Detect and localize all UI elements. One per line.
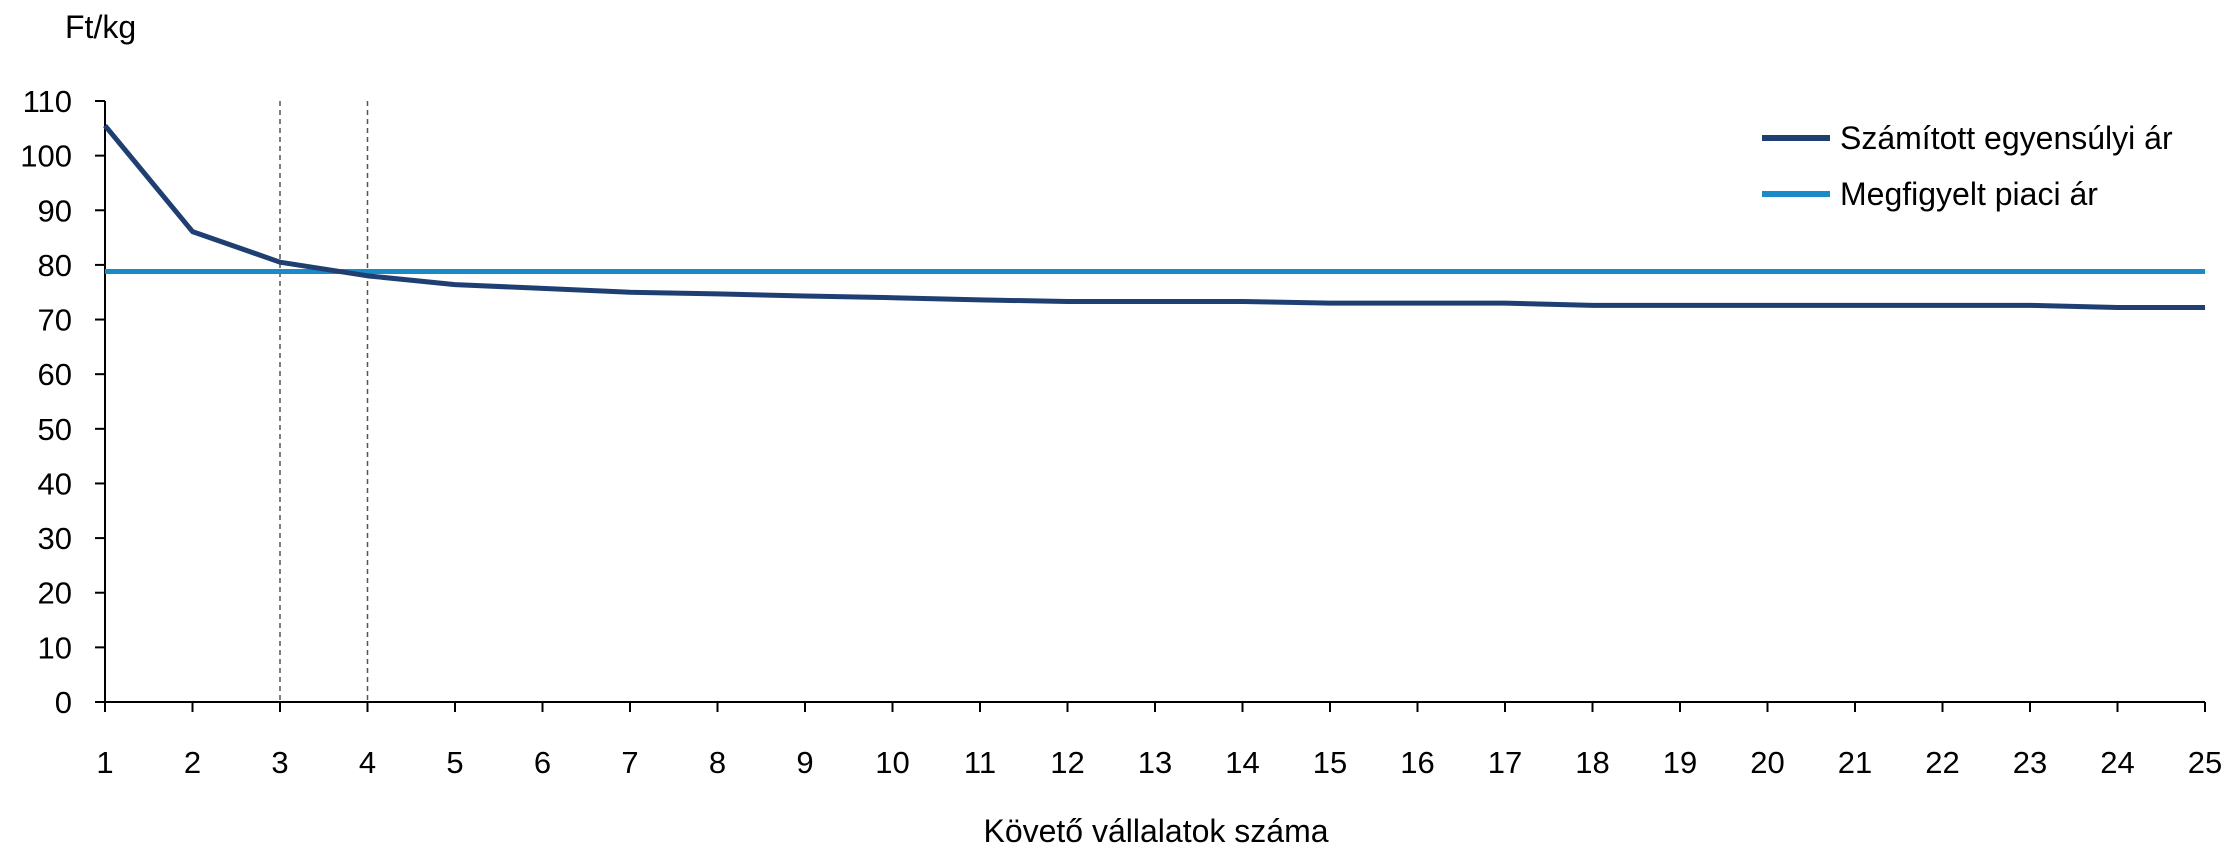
x-tick-label: 21 xyxy=(1838,745,1872,780)
x-tick-label: 23 xyxy=(2013,745,2047,780)
x-tick-label: 1 xyxy=(96,745,113,780)
x-tick-label: 14 xyxy=(1225,745,1259,780)
y-tick-label: 100 xyxy=(20,139,72,174)
x-tick-label: 19 xyxy=(1663,745,1697,780)
series-line xyxy=(103,123,2205,311)
x-tick-label: 15 xyxy=(1313,745,1347,780)
x-tick-label: 9 xyxy=(796,745,813,780)
y-axis-title: Ft/kg xyxy=(65,9,136,45)
x-tick-label: 8 xyxy=(709,745,726,780)
x-tick-label: 20 xyxy=(1750,745,1784,780)
y-axis-ticks: 0 10 20 30 40 50 60 70 80 90 100 110 xyxy=(20,84,105,720)
x-tick-label: 10 xyxy=(875,745,909,780)
y-tick-label: 80 xyxy=(38,248,72,283)
y-tick-label: 60 xyxy=(38,357,72,392)
x-tick-label: 7 xyxy=(621,745,638,780)
y-tick-label: 40 xyxy=(38,466,72,501)
x-tick-label: 12 xyxy=(1050,745,1084,780)
y-tick-label: 30 xyxy=(38,521,72,556)
x-tick-label: 4 xyxy=(359,745,376,780)
x-axis-title: Követő vállalatok száma xyxy=(983,813,1328,848)
y-tick-label: 20 xyxy=(38,576,72,611)
y-tick-label: 10 xyxy=(38,630,72,665)
x-tick-label: 3 xyxy=(271,745,288,780)
x-tick-label: 18 xyxy=(1575,745,1609,780)
x-tick-label: 22 xyxy=(1925,745,1959,780)
x-tick-label: 13 xyxy=(1138,745,1172,780)
x-tick-label: 11 xyxy=(964,745,996,780)
legend: Számított egyensúlyi ár Megfigyelt piaci … xyxy=(1762,120,2173,212)
x-tick-label: 25 xyxy=(2188,745,2222,780)
legend-label: Megfigyelt piaci ár xyxy=(1840,176,2098,212)
y-tick-label: 90 xyxy=(38,193,72,228)
series-lines xyxy=(103,123,2205,311)
x-tick-label: 24 xyxy=(2100,745,2134,780)
reference-lines xyxy=(279,101,369,702)
y-tick-label: 110 xyxy=(23,84,72,119)
x-tick-label: 17 xyxy=(1488,745,1522,780)
x-axis-ticks: 1 2 3 4 5 6 7 8 9 10 11 12 13 14 15 16 17 18 19 20 21 22 23 24 2… xyxy=(96,702,2222,780)
y-tick-label: 50 xyxy=(38,412,72,447)
y-tick-label: 70 xyxy=(38,303,72,338)
x-tick-label: 5 xyxy=(446,745,463,780)
x-tick-label: 16 xyxy=(1400,745,1434,780)
x-tick-label: 2 xyxy=(184,745,201,780)
y-tick-label: 0 xyxy=(55,685,72,720)
legend-label: Számított egyensúlyi ár xyxy=(1840,120,2173,156)
x-tick-label: 6 xyxy=(534,745,551,780)
